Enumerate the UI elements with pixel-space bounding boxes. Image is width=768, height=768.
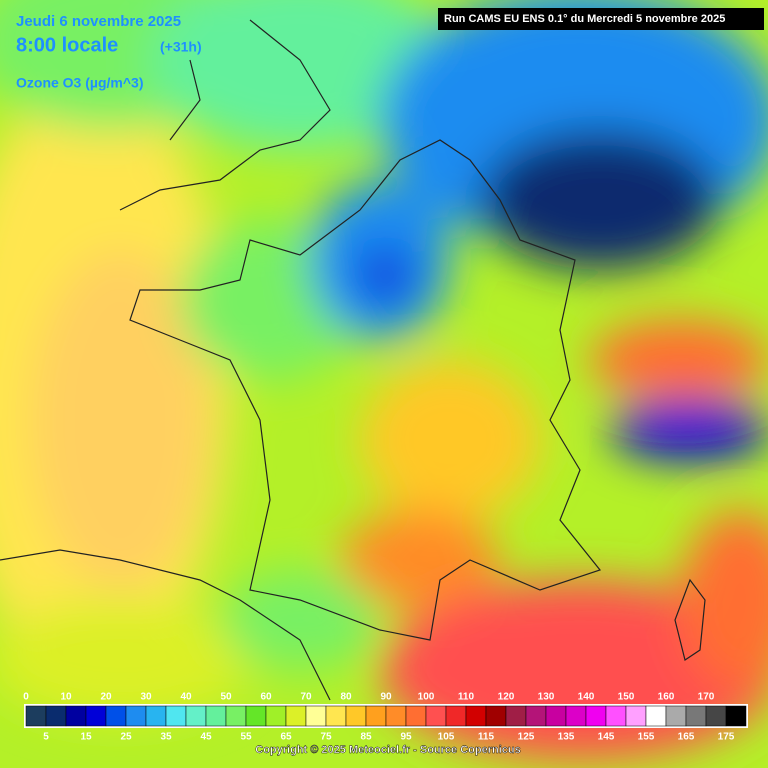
legend-label: 60	[260, 692, 272, 703]
legend-swatch	[105, 705, 127, 727]
legend-label: 80	[340, 692, 352, 703]
legend-swatch	[345, 705, 367, 727]
legend-label: 30	[140, 692, 152, 703]
legend-label: 75	[320, 732, 332, 743]
legend-swatch	[625, 705, 647, 727]
legend-label: 70	[300, 692, 312, 703]
legend-swatch	[245, 705, 267, 727]
legend-label: 25	[120, 732, 132, 743]
legend-swatch	[445, 705, 467, 727]
legend-swatch	[585, 705, 607, 727]
legend-swatch	[705, 705, 727, 727]
legend-swatch	[425, 705, 447, 727]
legend-label: 15	[80, 732, 92, 743]
legend-swatch	[205, 705, 227, 727]
legend-swatch	[65, 705, 87, 727]
run-banner	[438, 8, 764, 30]
legend-swatch	[125, 705, 147, 727]
legend-label: 110	[458, 692, 475, 703]
variable: Ozone O3 (µg/m^3)	[16, 75, 143, 91]
lead-time: (+31h)	[160, 39, 202, 55]
legend-label: 65	[280, 732, 292, 743]
legend-swatch	[385, 705, 407, 727]
legend-label: 105	[438, 732, 455, 743]
legend-swatch	[185, 705, 207, 727]
legend-swatch	[465, 705, 487, 727]
legend-swatch	[145, 705, 167, 727]
legend-label: 55	[240, 732, 252, 743]
legend-label: 85	[360, 732, 372, 743]
legend-label: 0	[23, 692, 29, 703]
legend-label: 120	[498, 692, 515, 703]
legend-swatch	[485, 705, 507, 727]
legend-label: 160	[658, 692, 675, 703]
legend-swatch	[165, 705, 187, 727]
legend-label: 165	[678, 732, 695, 743]
legend-label: 5	[43, 732, 49, 743]
legend-swatch	[645, 705, 667, 727]
legend-label: 150	[618, 692, 635, 703]
legend-swatch	[365, 705, 387, 727]
legend-swatch	[45, 705, 67, 727]
legend-swatch	[225, 705, 247, 727]
legend-label: 140	[578, 692, 595, 703]
legend-swatch	[405, 705, 427, 727]
legend-label: 115	[478, 732, 495, 743]
legend-label: 145	[598, 732, 615, 743]
time: 8:00 locale	[16, 34, 118, 56]
legend-swatch	[505, 705, 527, 727]
legend-swatch	[545, 705, 567, 727]
legend-swatch	[25, 705, 47, 727]
legend-label: 40	[180, 692, 192, 703]
legend-swatch	[725, 705, 747, 727]
legend-swatch	[285, 705, 307, 727]
legend-label: 45	[200, 732, 212, 743]
legend-label: 175	[718, 732, 735, 743]
coastlines	[0, 19, 706, 701]
legend-label: 95	[400, 732, 412, 743]
legend-label: 155	[638, 732, 655, 743]
legend-label: 125	[518, 732, 535, 743]
legend-swatch	[565, 705, 587, 727]
color-legend: 0 10 20 30 40 50 60 70 80 90 100 110 120 130 140 150 160…	[23, 692, 748, 743]
legend-swatch	[325, 705, 347, 727]
legend-swatch	[525, 705, 547, 727]
legend-label: 90	[380, 692, 392, 703]
legend-label: 35	[160, 732, 172, 743]
legend-swatch	[665, 705, 687, 727]
legend-swatch	[685, 705, 707, 727]
run-info: Run CAMS EU ENS 0.1° du Mercredi 5 novem…	[444, 13, 725, 25]
legend-label: 135	[558, 732, 575, 743]
legend-label: 170	[698, 692, 715, 703]
legend-label: 100	[418, 692, 435, 703]
legend-swatch	[605, 705, 627, 727]
legend-label: 10	[60, 692, 72, 703]
legend-swatch	[305, 705, 327, 727]
legend-label: 130	[538, 692, 555, 703]
legend-swatch	[85, 705, 107, 727]
legend-label: 50	[220, 692, 232, 703]
date: Jeudi 6 novembre 2025	[16, 13, 181, 30]
legend-swatch	[265, 705, 287, 727]
legend-label: 20	[100, 692, 112, 703]
copyright: Copyright © 2025 Meteociel.fr - Source C…	[255, 744, 520, 756]
